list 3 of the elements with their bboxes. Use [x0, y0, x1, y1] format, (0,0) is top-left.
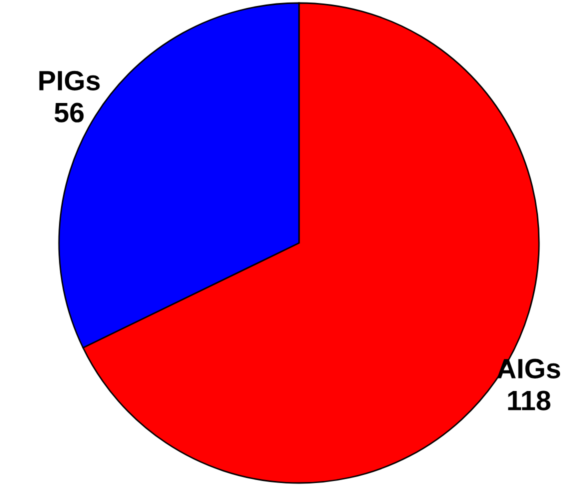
data-label: 118 — [508, 390, 550, 410]
data-label: 56 — [54, 102, 84, 122]
slice-label: PIGs — [39, 70, 100, 90]
